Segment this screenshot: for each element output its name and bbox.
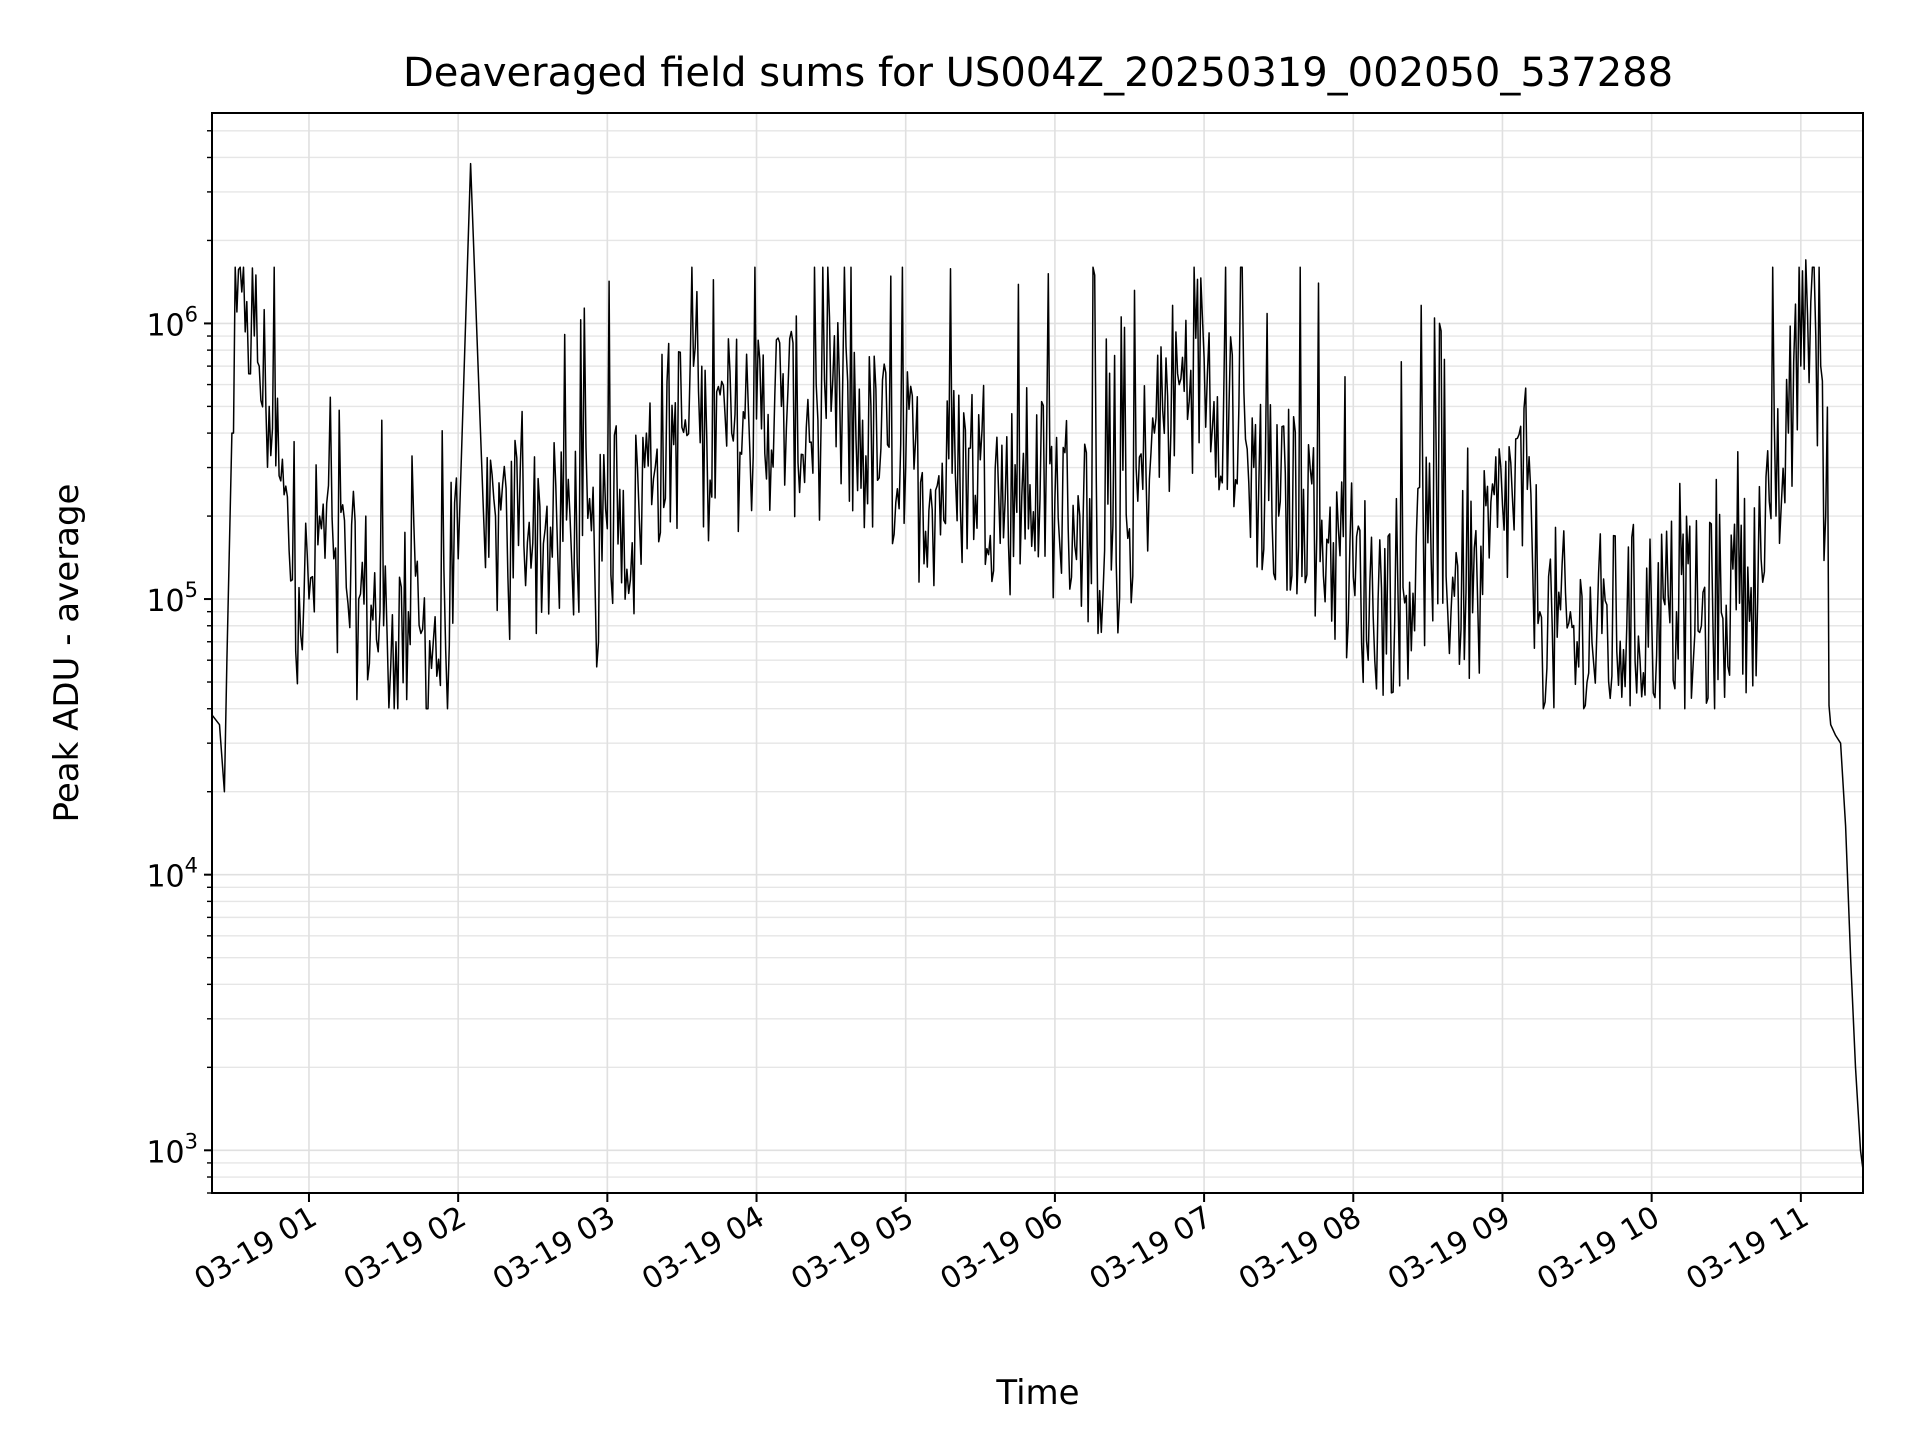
y-axis-title: Peak ADU - average xyxy=(47,484,87,823)
plot-frame xyxy=(211,112,1864,1194)
grid xyxy=(212,113,1863,1194)
x-tick-label: 03-19 10 xyxy=(1531,1200,1665,1298)
y-axis: 103 104 105 106 xyxy=(146,130,212,1194)
x-axis: 03-19 01 03-19 02 03-19 03 03-19 04 03-19 05… xyxy=(189,1193,1815,1297)
x-tick-label: 03-19 05 xyxy=(785,1200,919,1298)
y-tick-label: 104 xyxy=(146,854,198,895)
y-tick-label: 105 xyxy=(146,578,198,619)
x-tick-label: 03-19 07 xyxy=(1084,1200,1218,1298)
series-layer xyxy=(212,162,1863,1170)
chart-title: Deaveraged field sums for US004Z_2025031… xyxy=(403,50,1673,96)
series-line xyxy=(212,162,1863,1170)
x-tick-label: 03-19 08 xyxy=(1233,1200,1367,1298)
x-axis-title: Time xyxy=(995,1373,1079,1413)
x-tick-label: 03-19 06 xyxy=(935,1200,1069,1298)
y-tick-label: 103 xyxy=(146,1129,198,1170)
y-tick-label: 106 xyxy=(146,302,198,343)
x-tick-label: 03-19 09 xyxy=(1382,1200,1516,1298)
x-tick-label: 03-19 11 xyxy=(1681,1200,1815,1298)
x-tick-label: 03-19 03 xyxy=(487,1200,621,1298)
x-tick-label: 03-19 04 xyxy=(636,1200,770,1298)
x-tick-label: 03-19 02 xyxy=(338,1200,472,1298)
x-tick-label: 03-19 01 xyxy=(189,1200,323,1298)
